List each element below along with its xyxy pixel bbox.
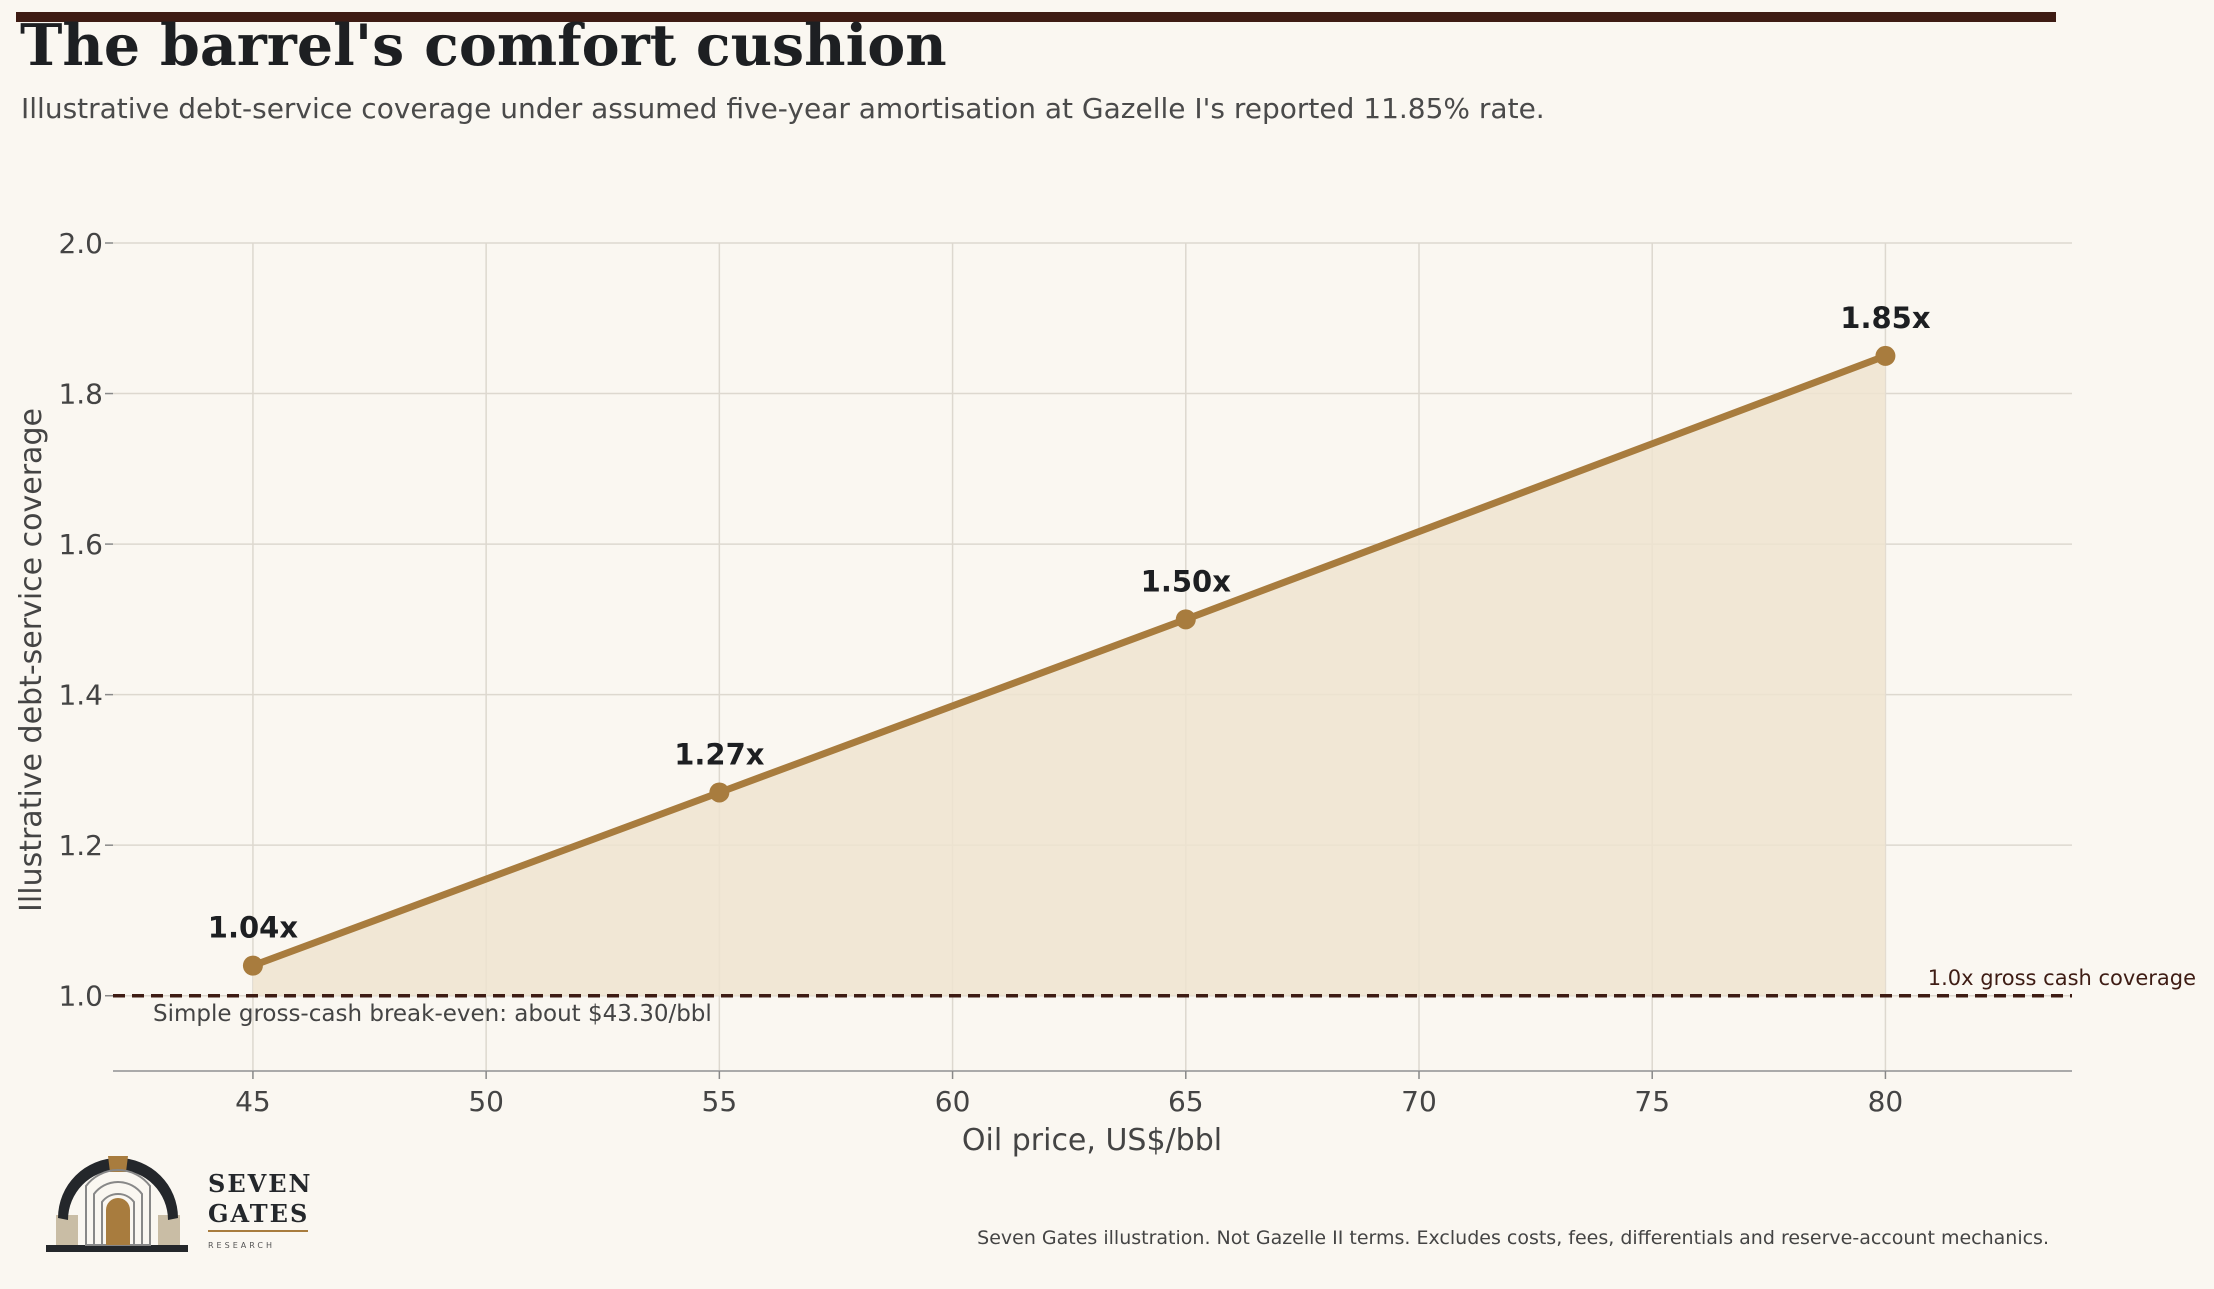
x-tick-label: 50 [468, 1085, 504, 1118]
data-point [709, 782, 730, 803]
x-tick-label: 60 [935, 1085, 971, 1118]
y-tick-label: 1.8 [58, 378, 103, 411]
logo-text-research: RESEARCH [208, 1241, 275, 1250]
coverage-area [252, 355, 1886, 996]
x-axis-label: Oil price, US$/bbl [962, 1123, 1222, 1158]
footnote: Seven Gates illustration. Not Gazelle II… [977, 1227, 2049, 1249]
x-tick-label: 75 [1634, 1085, 1670, 1118]
gate-icon [46, 1156, 188, 1252]
y-axis-label: Illustrative debt-service coverage [14, 408, 49, 912]
series-line [249, 352, 1889, 970]
top-rule [16, 12, 2056, 22]
data-label: 1.50x [1141, 564, 1232, 598]
data-label: 1.04x [208, 911, 299, 945]
series-line-group [249, 352, 1889, 970]
page-title: The barrel's comfort cushion [20, 12, 947, 79]
data-point [1875, 345, 1896, 366]
logo-text-seven: SEVEN [208, 1169, 312, 1198]
seven-gates-logo: SEVEN GATES RESEARCH [46, 1156, 312, 1252]
area-fill [252, 355, 1886, 996]
data-point [1175, 609, 1196, 630]
x-tick-label: 80 [1868, 1085, 1904, 1118]
break-even-annotation: Simple gross-cash break-even: about $43.… [153, 1001, 712, 1027]
y-tick-label: 2.0 [58, 227, 103, 260]
reference-line-label: 1.0x gross cash coverage [1928, 966, 2196, 990]
x-tick-label: 70 [1401, 1085, 1437, 1118]
axis-ticks: 45 50 55 60 65 70 75 80 1.0 1.2 1.4 1.6 1.8 2.0 [58, 227, 1903, 1118]
data-points [242, 345, 1896, 976]
y-tick-label: 1.6 [58, 528, 103, 561]
data-label: 1.85x [1840, 301, 1931, 335]
y-tick-label: 1.2 [58, 829, 103, 862]
page-subtitle: Illustrative debt-service coverage under… [21, 92, 1545, 125]
x-tick-label: 55 [702, 1085, 738, 1118]
data-label: 1.27x [674, 737, 765, 771]
y-tick-label: 1.0 [58, 980, 103, 1013]
data-labels: 1.04x 1.27x 1.50x 1.85x [208, 301, 1931, 945]
x-tick-label: 65 [1168, 1085, 1204, 1118]
y-tick-label: 1.4 [58, 679, 103, 712]
logo-text-gates: GATES [208, 1199, 309, 1228]
x-tick-label: 45 [235, 1085, 271, 1118]
data-point [242, 955, 263, 976]
